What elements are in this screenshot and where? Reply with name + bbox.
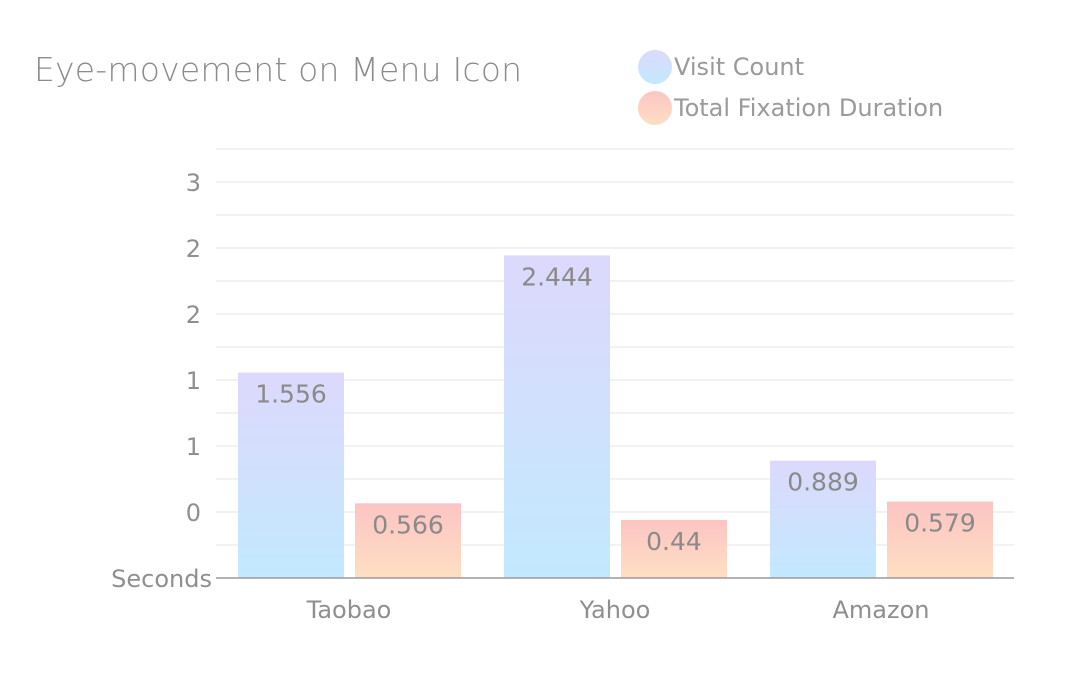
x-tick-label-taobao: Taobao bbox=[306, 596, 392, 624]
y-tick-label: 2 bbox=[186, 301, 201, 329]
chart-title: Eye-movement on Menu Icon bbox=[34, 50, 523, 89]
bars: 1.556 0.566 2.444 0.44 0.889 0.579 bbox=[238, 255, 993, 578]
x-tick-label-yahoo: Yahoo bbox=[579, 596, 651, 624]
y-tick-label: 1 bbox=[186, 367, 201, 395]
y-tick-label: 2 bbox=[186, 235, 201, 263]
x-tick-label-amazon: Amazon bbox=[833, 596, 930, 624]
data-label-visit-count-amazon: 0.889 bbox=[787, 468, 859, 497]
data-label-total-fixation-duration-taobao: 0.566 bbox=[372, 510, 444, 539]
y-axis-label: Seconds bbox=[111, 565, 212, 593]
legend-swatch-visit-count bbox=[638, 50, 672, 84]
bar-visit-count-yahoo bbox=[504, 255, 610, 578]
legend-item-total-fixation-duration: Total Fixation Duration bbox=[638, 89, 943, 127]
axes: 0 1 1 2 2 3 Seconds Taobao Yahoo Amazon bbox=[111, 169, 1014, 624]
legend-label-visit-count: Visit Count bbox=[674, 53, 805, 81]
grid-lines bbox=[216, 148, 1014, 546]
y-tick-label: 0 bbox=[186, 499, 201, 527]
bar-visit-count-taobao bbox=[238, 372, 344, 578]
bar-total-fixation-duration-taobao bbox=[355, 503, 461, 578]
y-tick-label: 1 bbox=[186, 433, 201, 461]
legend-item-visit-count: Visit Count bbox=[638, 48, 943, 86]
bar-total-fixation-duration-yahoo bbox=[621, 519, 727, 578]
y-tick-label: 3 bbox=[186, 169, 201, 197]
data-label-total-fixation-duration-amazon: 0.579 bbox=[904, 509, 976, 538]
legend: Visit Count Total Fixation Duration bbox=[638, 48, 943, 130]
data-label-visit-count-yahoo: 2.444 bbox=[521, 262, 593, 291]
data-label-total-fixation-duration-yahoo: 0.44 bbox=[646, 527, 702, 556]
legend-swatch-total-fixation-duration bbox=[638, 91, 672, 125]
data-label-visit-count-taobao: 1.556 bbox=[255, 380, 327, 409]
legend-label-total-fixation-duration: Total Fixation Duration bbox=[674, 94, 944, 122]
bar-total-fixation-duration-amazon bbox=[887, 501, 993, 578]
bar-visit-count-amazon bbox=[770, 460, 876, 578]
